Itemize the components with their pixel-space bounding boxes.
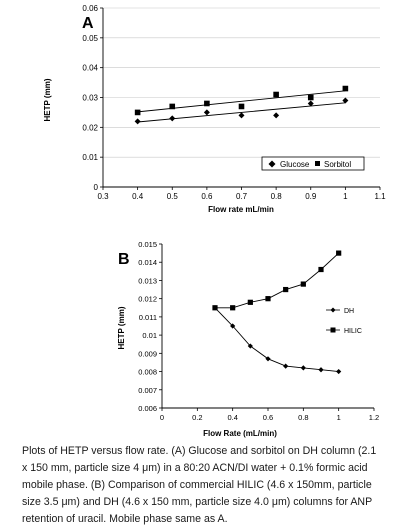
y-tick-label-b: 0.013 xyxy=(138,276,157,285)
y-tick-label-b: 0.015 xyxy=(138,240,157,249)
data-point-hilic xyxy=(247,299,253,305)
x-tick-label-b: 0 xyxy=(160,413,164,422)
x-tick-label-a: 0.9 xyxy=(305,192,317,201)
legend-marker-dh xyxy=(330,307,336,313)
data-point-hilic xyxy=(336,250,342,256)
legend-label-glucose: Glucose xyxy=(280,160,310,169)
legend-a: Glucose Sorbitol xyxy=(261,156,365,171)
data-point-glucose xyxy=(203,109,210,116)
data-point-glucose xyxy=(342,97,349,104)
figure-caption: Plots of HETP versus flow rate. (A) Gluc… xyxy=(22,445,377,525)
y-axis-label-a: HETP (mm) xyxy=(43,78,52,121)
y-tick-label-b: 0.009 xyxy=(138,349,157,358)
data-point-sorbitol xyxy=(342,85,349,92)
data-point-sorbitol xyxy=(169,103,176,110)
y-tick-label-b: 0.011 xyxy=(139,313,157,322)
x-tick-label-b: 1.2 xyxy=(369,413,379,422)
data-point-glucose xyxy=(307,100,314,107)
y-tick-label-b: 0.008 xyxy=(138,368,157,377)
data-point-sorbitol xyxy=(134,109,141,116)
y-tick-label-a: 0.06 xyxy=(82,4,98,13)
x-tick-label-b: 0.4 xyxy=(227,413,237,422)
chart-a: 0 0.01 0.02 0.03 0.04 0.05 0.06 0.3 0.4 0.5 0.6 0.7… xyxy=(43,4,386,214)
data-point-glucose xyxy=(169,115,176,122)
legend-label-sorbitol: Sorbitol xyxy=(324,160,351,169)
y-tick-label-a: 0.01 xyxy=(82,153,98,162)
y-tick-label-b: 0.014 xyxy=(138,258,157,267)
data-point-hilic xyxy=(265,296,271,302)
data-point-sorbitol xyxy=(238,103,245,110)
data-point-dh xyxy=(265,356,271,362)
x-tick-label-a: 0.7 xyxy=(236,192,248,201)
data-point-sorbitol xyxy=(204,100,210,107)
x-tick-label-b: 0.2 xyxy=(192,413,202,422)
legend-b: DH HILIC xyxy=(326,307,362,335)
data-point-hilic xyxy=(212,305,218,311)
x-axis-label-b: Flow Rate (mL/min) xyxy=(203,429,277,438)
data-point-dh xyxy=(300,365,306,371)
data-point-hilic xyxy=(283,286,289,293)
y-tick-label-b: 0.007 xyxy=(138,386,157,395)
y-tick-label-a: 0.03 xyxy=(82,94,98,103)
legend-label-dh: DH xyxy=(344,308,354,315)
y-tick-label-a: 0 xyxy=(94,183,99,192)
y-tick-label-a: 0.05 xyxy=(82,34,98,43)
series-line-hilic xyxy=(215,252,340,309)
legend-label-hilic: HILIC xyxy=(344,328,362,335)
x-tick-label-a: 0.3 xyxy=(97,192,109,201)
data-point-hilic xyxy=(300,281,306,287)
data-point-dh xyxy=(283,363,289,369)
x-tick-label-b: 1 xyxy=(337,413,341,422)
data-point-glucose xyxy=(238,112,245,119)
x-tick-label-a: 0.6 xyxy=(201,192,213,201)
x-tick-label-a: 0.5 xyxy=(167,192,179,201)
data-point-dh xyxy=(230,323,236,329)
x-axis-label-a: Flow rate mL/min xyxy=(208,205,274,214)
data-point-hilic xyxy=(230,305,236,311)
x-tick-label-b: 0.8 xyxy=(298,413,308,422)
y-axis-label-b: HETP (mm) xyxy=(117,306,126,349)
data-point-glucose xyxy=(273,112,280,119)
y-tick-label-b: 0.012 xyxy=(138,295,157,304)
panel-label-a: A xyxy=(82,15,94,32)
x-tick-label-a: 0.8 xyxy=(271,192,283,201)
data-point-hilic xyxy=(318,266,324,273)
x-tick-label-a: 1.1 xyxy=(374,192,386,201)
data-point-glucose xyxy=(134,118,141,125)
panel-label-b: B xyxy=(118,251,130,268)
y-tick-label-a: 0.04 xyxy=(82,64,98,73)
data-point-sorbitol xyxy=(307,94,314,101)
x-tick-label-a: 0.4 xyxy=(132,192,144,201)
legend-marker-sorbitol xyxy=(315,161,320,166)
x-tick-label-b: 0.6 xyxy=(263,413,273,422)
legend-marker-glucose xyxy=(268,160,276,168)
x-tick-label-a: 1 xyxy=(343,192,348,201)
chart-b: 0.006 0.007 0.008 0.009 0.01 0.011 0.012 0.013 0… xyxy=(117,240,379,438)
legend-marker-hilic xyxy=(330,327,336,333)
data-point-dh xyxy=(336,368,342,375)
y-tick-label-b: 0.006 xyxy=(138,404,157,413)
y-tick-label-a: 0.02 xyxy=(82,123,98,132)
legend-box-a xyxy=(261,156,365,171)
series-line-dh xyxy=(214,307,339,373)
data-point-dh xyxy=(318,367,324,373)
data-point-sorbitol xyxy=(273,91,279,98)
y-tick-label-b: 0.01 xyxy=(142,331,157,340)
